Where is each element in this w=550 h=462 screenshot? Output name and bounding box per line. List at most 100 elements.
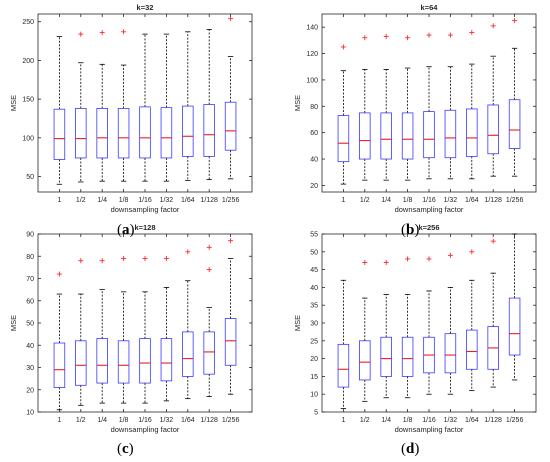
outlier-marker [405,35,411,41]
box-1/8 [117,29,130,182]
iqr-box [423,111,435,159]
outlier-marker [405,256,411,262]
iqr-box [53,108,66,160]
outlier-marker [206,267,212,273]
box-1/4 [380,259,392,399]
outlier-marker [340,44,346,50]
caption-a: (a) [117,222,135,238]
outlier-marker [142,255,148,261]
box-1/8 [401,256,414,399]
y-axis-label: MSE [9,95,18,111]
y-tick-label: 15 [310,374,318,381]
x-tick-label: 1/32 [160,417,174,424]
x-axis-label: downsampling factor [111,205,180,214]
y-axis-label: MSE [293,315,302,331]
iqr-box [203,331,215,375]
outlier-marker [206,244,212,250]
x-axis-label: downsampling factor [395,425,464,434]
x-tick-label: 1/32 [444,197,458,204]
panel-a: k=32 50 100 150 200 250 MSE 1 1/2 1/4 1/8 1/16 1/32 1… [9,3,253,214]
y-tick-label: 5 [314,410,318,417]
panel-b: k=64 20 40 60 80 100 120 140 MSE 1 1/2 1/4 1/8 1/16 1/… [293,3,537,214]
y-tick-label: 30 [310,321,318,328]
iqr-box [160,338,173,382]
iqr-box [487,104,499,155]
outlier-marker [426,256,432,262]
y-tick-label: 20 [26,387,34,394]
x-axis-label: downsampling factor [111,425,180,434]
caption-d: (d) [401,441,420,457]
y-tick-label: 140 [306,25,318,32]
x-tick-label: 1/2 [360,197,370,204]
iqr-box [508,99,521,149]
iqr-box [224,318,237,366]
y-tick-label: 120 [306,51,318,58]
y-tick-label: 250 [22,19,34,26]
box-1/16 [139,255,151,404]
box-1/2 [359,35,371,181]
outlier-marker [121,255,127,261]
x-tick-label: 1/128 [484,417,502,424]
outlier-marker [447,252,453,258]
y-tick-label: 40 [26,343,34,350]
iqr-box [444,333,457,374]
iqr-box [224,101,237,151]
iqr-box [401,336,414,377]
x-tick-label: 1/4 [381,197,391,204]
x-tick-label: 1/4 [381,417,391,424]
x-tick-label: 1/16 [422,417,436,424]
outlier-marker [163,255,169,261]
iqr-box [139,338,151,384]
iqr-box [380,112,392,160]
x-tick-label: 1/64 [465,197,479,204]
outlier-marker [490,238,496,244]
x-tick-label: 1/64 [181,197,195,204]
x-tick-label: 1/256 [506,417,524,424]
box-1/16 [423,256,435,395]
x-tick-label: 1/256 [506,197,524,204]
box-1/8 [401,35,414,181]
chart-title: k=32 [137,3,154,12]
box-1/4 [96,30,108,182]
iqr-box [75,108,87,159]
box-1/128 [203,29,215,181]
box-1/8 [117,255,130,404]
box-1/64 [182,31,194,181]
x-tick-label: 1/64 [465,417,479,424]
iqr-box [337,115,350,163]
box-1/256 [508,18,521,177]
box-1/64 [466,29,478,180]
outlier-marker [512,18,518,24]
x-tick-label: 1/16 [138,197,152,204]
iqr-box [466,329,478,370]
box-1/64 [466,249,478,392]
box-1/32 [160,255,173,402]
iqr-box [508,297,521,356]
y-tick-label: 20 [310,183,318,190]
iqr-box [160,107,173,159]
x-tick-label: 1/8 [119,197,129,204]
iqr-box [96,108,108,159]
box-1/32 [444,252,457,395]
outlier-marker [99,30,105,36]
y-tick-label: 40 [310,157,318,164]
panel-c: k=128 10 20 30 40 50 60 70 80 90 MSE 1 1/2 1/4 1/8 1/16… [9,223,253,434]
x-tick-label: 1/8 [119,417,129,424]
y-tick-label: 100 [306,77,318,84]
box-1/64 [182,249,194,400]
iqr-box [444,109,457,159]
y-tick-label: 45 [310,267,318,274]
y-tick-label: 25 [310,338,318,345]
box-1/128 [487,238,499,388]
outlier-marker [99,258,105,264]
outlier-marker [362,259,368,265]
box-1 [337,279,350,409]
y-tick-label: 80 [26,254,34,261]
box-1/256 [508,233,521,381]
y-axis-label: MSE [293,95,302,111]
x-tick-label: 1 [341,197,345,204]
box-1 [53,271,66,411]
x-tick-label: 1 [341,417,345,424]
y-tick-label: 50 [26,174,34,181]
y-tick-label: 100 [22,135,34,142]
